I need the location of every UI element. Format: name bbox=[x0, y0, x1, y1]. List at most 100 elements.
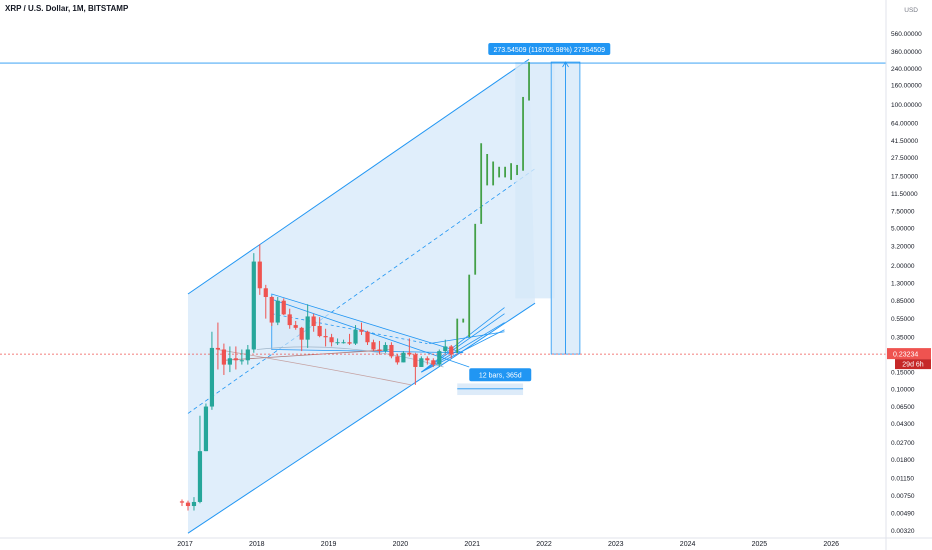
candle-body bbox=[401, 352, 406, 363]
y-tick-label: 0.35000 bbox=[891, 335, 915, 342]
candle-body bbox=[413, 354, 418, 367]
range-label-bg bbox=[469, 368, 532, 382]
y-tick-label: 0.00320 bbox=[891, 528, 915, 535]
y-tick-label: 0.00750 bbox=[891, 493, 915, 500]
y-tick-label: 1.30000 bbox=[891, 281, 915, 288]
y-tick-label: 0.10000 bbox=[891, 386, 915, 393]
x-tick-label: 2024 bbox=[680, 541, 696, 548]
y-tick-label: 0.01150 bbox=[891, 475, 914, 482]
y-tick-label: 5.00000 bbox=[891, 225, 915, 232]
y-tick-label: 100.00000 bbox=[891, 102, 922, 109]
candle bbox=[341, 339, 346, 344]
candle bbox=[437, 349, 442, 367]
candle bbox=[275, 297, 280, 326]
triangle-line-inner bbox=[271, 313, 428, 344]
candle bbox=[185, 500, 191, 511]
y-tick-label: 0.06500 bbox=[891, 404, 915, 411]
y-tick-label: 0.15000 bbox=[891, 370, 915, 377]
fan-line-5 bbox=[429, 331, 505, 344]
candle-body bbox=[443, 346, 448, 352]
y-tick-label: 64.00000 bbox=[891, 120, 918, 127]
candle bbox=[383, 342, 388, 353]
last-price-tag bbox=[887, 348, 931, 360]
range-label: 12 bars, 365d bbox=[479, 373, 522, 380]
candle bbox=[221, 343, 226, 375]
candle bbox=[305, 304, 310, 348]
candle bbox=[209, 331, 215, 410]
target-arrowhead bbox=[562, 61, 569, 68]
candle-body bbox=[329, 337, 334, 343]
candle bbox=[443, 339, 448, 353]
target-label-bg bbox=[488, 43, 611, 56]
y-tick-label: 0.04300 bbox=[891, 421, 915, 428]
candle-body bbox=[395, 356, 400, 363]
candle bbox=[419, 356, 424, 367]
x-tick-label: 2022 bbox=[536, 541, 552, 548]
candle bbox=[191, 497, 197, 511]
candle-body bbox=[203, 406, 209, 452]
candle bbox=[293, 320, 298, 330]
candle bbox=[197, 415, 203, 504]
x-tick-label: 2023 bbox=[608, 541, 624, 548]
y-tick-label: 160.00000 bbox=[891, 83, 922, 90]
candle bbox=[413, 352, 418, 385]
candle bbox=[203, 403, 209, 452]
candle-body bbox=[275, 300, 280, 323]
candle-body bbox=[311, 316, 316, 326]
x-tick-label: 2018 bbox=[249, 541, 265, 548]
candle bbox=[425, 356, 430, 365]
candle bbox=[317, 317, 322, 338]
candle bbox=[353, 325, 358, 345]
y-tick-label: 17.50000 bbox=[891, 174, 918, 181]
candle-body bbox=[323, 336, 328, 338]
candle bbox=[179, 499, 185, 507]
candle-body bbox=[185, 502, 191, 507]
candle-body bbox=[347, 342, 352, 344]
y-tick-label: 27.50000 bbox=[891, 155, 918, 162]
candle bbox=[335, 338, 340, 345]
candle-body bbox=[233, 358, 238, 361]
y-tick-label: 7.50000 bbox=[891, 209, 915, 216]
candle bbox=[215, 322, 221, 370]
y-tick-label: 0.02700 bbox=[891, 440, 915, 447]
triangle-line-upper bbox=[271, 298, 470, 368]
candle-body bbox=[269, 297, 274, 323]
price-axis-bg bbox=[886, 0, 932, 550]
countdown-label: 29d 6h bbox=[902, 362, 924, 369]
candle bbox=[269, 296, 274, 326]
candle-body bbox=[353, 329, 358, 344]
candle bbox=[287, 308, 292, 329]
candle-body bbox=[197, 451, 203, 502]
candle-body bbox=[257, 261, 262, 289]
candle bbox=[239, 349, 244, 365]
y-tick-label: 360.00000 bbox=[891, 49, 922, 56]
candle-body bbox=[317, 325, 322, 337]
candle-body bbox=[191, 501, 197, 507]
candle-body bbox=[437, 351, 442, 365]
candle-body bbox=[281, 300, 286, 315]
candle-body bbox=[359, 329, 364, 332]
candle-body bbox=[449, 346, 454, 355]
candle bbox=[377, 340, 382, 355]
candle-body bbox=[299, 327, 304, 340]
candle bbox=[323, 328, 328, 347]
candle bbox=[245, 344, 250, 365]
candle bbox=[257, 244, 262, 295]
candle-body bbox=[293, 325, 298, 328]
candle-body bbox=[251, 261, 256, 350]
candle bbox=[371, 339, 376, 352]
candle-body bbox=[305, 316, 310, 340]
candle-body bbox=[377, 349, 382, 352]
x-tick-label: 2021 bbox=[464, 541, 480, 548]
candle-body bbox=[215, 347, 221, 350]
x-tick-label: 2019 bbox=[321, 541, 337, 548]
candle bbox=[329, 333, 334, 347]
y-tick-label: 560.00000 bbox=[891, 31, 922, 38]
candle bbox=[227, 346, 232, 373]
candle bbox=[251, 253, 256, 353]
projection-fill bbox=[515, 62, 555, 299]
candle bbox=[395, 354, 400, 365]
chart-title: XRP / U.S. Dollar, 1M, BITSTAMP bbox=[5, 4, 129, 13]
candle-body bbox=[383, 344, 388, 352]
